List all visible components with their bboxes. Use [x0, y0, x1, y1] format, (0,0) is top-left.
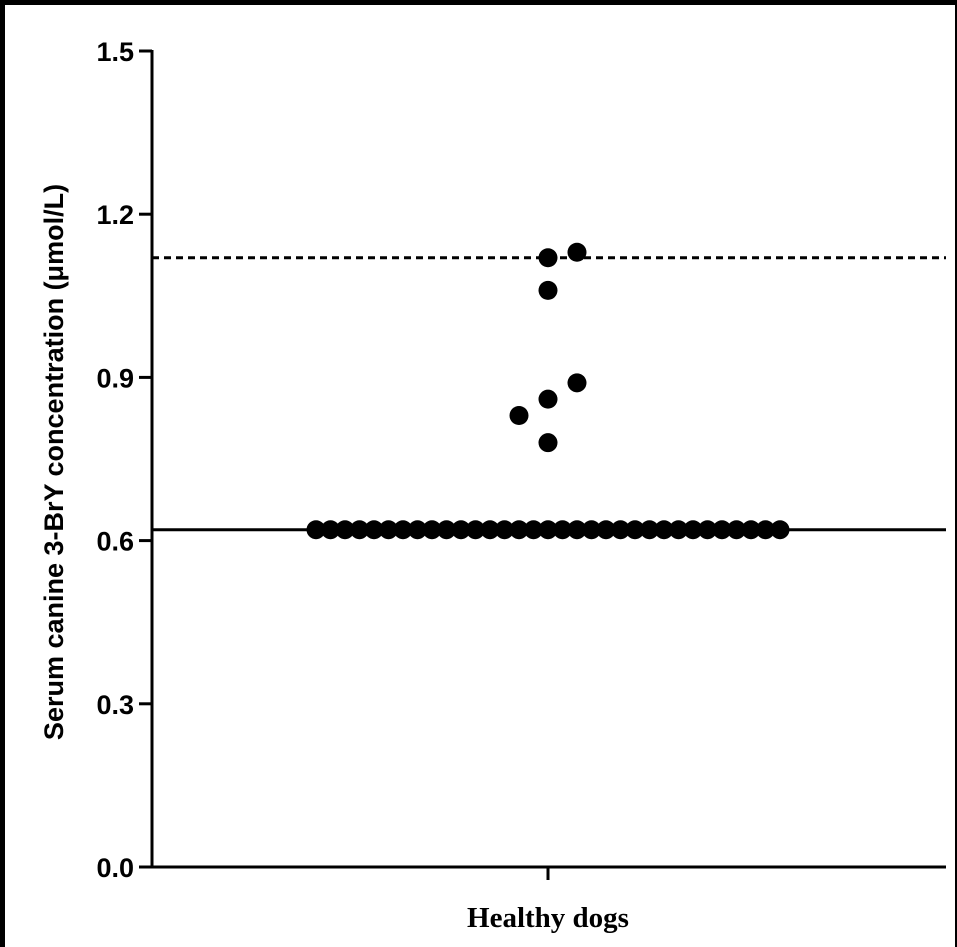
y-tick-label: 1.5 [96, 37, 134, 67]
data-point [770, 520, 790, 540]
y-tick-label: 0.9 [96, 363, 134, 393]
y-tick-label: 1.2 [96, 200, 134, 230]
data-point [553, 520, 572, 540]
data-point [437, 520, 456, 540]
y-tick-label: 0.6 [96, 527, 134, 557]
data-point [509, 520, 529, 540]
data-point [364, 520, 384, 540]
data-point [408, 520, 427, 540]
data-point [538, 389, 558, 409]
data-point [509, 405, 529, 425]
data-point [379, 520, 398, 540]
data-point [538, 520, 558, 540]
data-point [393, 520, 413, 540]
data-point [538, 248, 558, 268]
data-point [524, 520, 543, 540]
data-point [625, 520, 645, 540]
data-point [756, 520, 775, 540]
data-point [480, 520, 500, 540]
data-point [350, 520, 369, 540]
data-point [596, 520, 616, 540]
data-points [306, 242, 790, 540]
data-point [321, 520, 340, 540]
data-point [466, 520, 485, 540]
data-point [567, 373, 587, 393]
data-point [741, 520, 761, 540]
axes [150, 50, 946, 869]
data-point [698, 520, 717, 540]
data-point [567, 520, 587, 540]
data-point [567, 242, 587, 262]
x-category-label: Healthy dogs [467, 902, 629, 934]
y-ticks: 0.0 0.3 0.6 0.9 1.2 1.5 [96, 37, 152, 883]
data-point [495, 520, 514, 540]
data-point [582, 520, 601, 540]
data-point [727, 520, 746, 540]
x-ticks: Healthy dogs [467, 867, 629, 934]
y-tick-label: 0.3 [96, 690, 134, 720]
data-point [654, 520, 674, 540]
data-point [451, 520, 471, 540]
data-point [306, 520, 326, 540]
data-point [669, 520, 688, 540]
y-axis-label: Serum canine 3-BrY concentration (μmol/L… [39, 184, 69, 740]
data-point [611, 520, 630, 540]
data-point [335, 520, 355, 540]
data-point [640, 520, 659, 540]
y-tick-label: 0.0 [96, 853, 134, 883]
data-point [422, 520, 442, 540]
data-point [538, 433, 558, 453]
data-point [538, 280, 558, 300]
data-point [683, 520, 703, 540]
data-point [712, 520, 732, 540]
